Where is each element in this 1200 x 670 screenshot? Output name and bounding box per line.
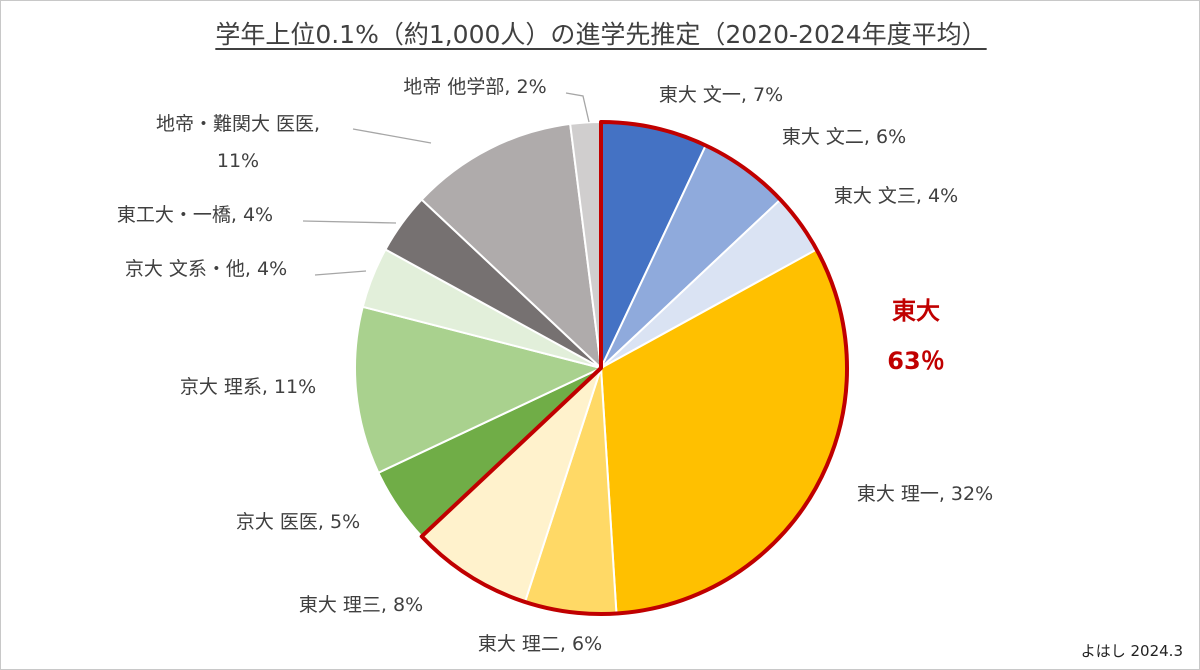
leader-line (314, 270, 367, 276)
slice-label: 東大 文一, 7% (659, 84, 783, 106)
slice-label: 東大 理二, 6% (478, 633, 602, 655)
slice-label: 東工大・一橋, 4% (117, 204, 273, 226)
credit-text: よはし 2024.3 (1080, 642, 1183, 660)
leader-line (565, 92, 590, 123)
slice-label: 東大 理一, 32% (857, 483, 993, 505)
slice-label: 地帝・難関大 医医, (156, 113, 320, 135)
highlight-outline (419, 120, 849, 616)
slice-label: 京大 文系・他, 4% (125, 258, 287, 280)
pie-slice (420, 122, 603, 371)
highlight-value: 63％ (887, 347, 944, 375)
leader-line (302, 220, 397, 224)
slice-label: 東大 文三, 4% (834, 185, 958, 207)
slice-label: 東大 文二, 6% (782, 126, 906, 148)
slice-label: 京大 医医, 5% (236, 511, 360, 533)
slice-label: 東大 理三, 8% (299, 594, 423, 616)
pie-slice (354, 305, 604, 475)
slice-label: 京大 理系, 11% (180, 376, 316, 398)
leader-line (352, 128, 432, 144)
chart-title: 学年上位0.1%（約1,000人）の進学先推定（2020-2024年度平均） (215, 20, 987, 49)
highlight-name: 東大 (892, 297, 940, 325)
slice-label-value: 11% (217, 150, 259, 172)
slice-label: 地帝 他学部, 2% (403, 76, 546, 98)
